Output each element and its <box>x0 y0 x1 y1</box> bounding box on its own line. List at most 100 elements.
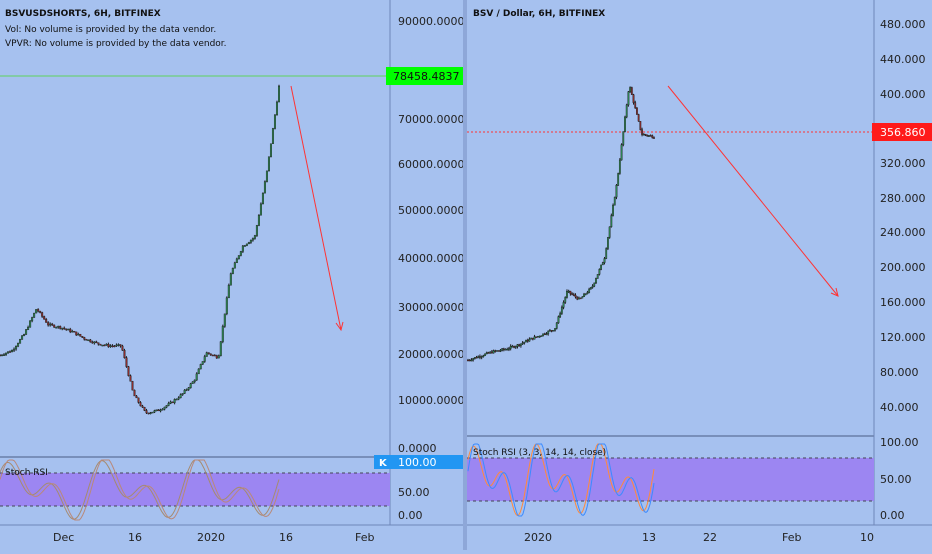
candle <box>506 349 509 351</box>
candle <box>73 331 76 333</box>
candle <box>219 341 222 356</box>
candle <box>589 287 592 290</box>
candle <box>613 196 616 206</box>
candle <box>569 290 572 294</box>
candle <box>111 345 114 347</box>
candle <box>0 354 2 357</box>
right-osc-d-line <box>467 443 655 517</box>
candle <box>562 302 565 308</box>
right-y-axis[interactable]: 480.000 440.000 400.000 320.000 280.000 … <box>880 18 926 414</box>
candle <box>519 343 522 346</box>
candle <box>636 107 638 115</box>
candle <box>504 349 507 351</box>
candle <box>265 170 268 182</box>
right-y-tick: 320.000 <box>880 157 926 170</box>
left-osc-title: Stoch RSI <box>5 468 48 478</box>
right-arrow-head <box>830 287 839 297</box>
candle <box>489 351 492 354</box>
candle <box>141 405 144 408</box>
candle <box>145 410 148 414</box>
candle <box>555 322 558 329</box>
candle <box>61 327 64 330</box>
right-x-tick: Feb <box>782 531 801 544</box>
candle <box>67 328 70 331</box>
candle <box>632 94 635 103</box>
candle <box>275 101 278 116</box>
left-x-tick: 16 <box>279 531 293 544</box>
candle <box>627 91 630 106</box>
right-osc-tick: 100.00 <box>880 436 919 449</box>
right-osc-k-line <box>467 443 655 517</box>
candle <box>516 344 519 347</box>
candle <box>151 411 154 414</box>
candle <box>473 357 476 359</box>
candle <box>508 348 510 350</box>
candle <box>137 397 140 403</box>
left-y-tick: 0.0000 <box>398 442 437 455</box>
right-x-tick: 13 <box>642 531 656 544</box>
candle <box>159 409 162 412</box>
candle <box>487 352 490 354</box>
right-y-tick: 240.000 <box>880 226 926 239</box>
left-y-tick: 70000.0000 <box>398 113 464 126</box>
right-osc-tick: 50.00 <box>880 473 912 486</box>
candle <box>115 344 118 347</box>
candle <box>479 356 481 358</box>
candle <box>203 356 206 362</box>
candle <box>199 364 202 370</box>
candle <box>131 381 134 391</box>
candle <box>564 297 567 303</box>
candle <box>601 262 604 266</box>
left-price-badge <box>386 67 463 85</box>
candle <box>255 225 258 236</box>
candle <box>261 192 264 205</box>
candle <box>195 373 198 381</box>
candle <box>579 297 582 300</box>
left-y-axis[interactable]: 90000.0000 70000.0000 60000.0000 50000.0… <box>398 15 464 455</box>
candle <box>557 316 560 324</box>
candle <box>35 309 38 314</box>
panel-separator <box>463 0 467 550</box>
candle <box>618 159 621 174</box>
right-x-axis[interactable]: 2020 13 22 Feb 10 <box>524 531 874 544</box>
right-x-tick: 22 <box>703 531 717 544</box>
left-osc-k-line <box>0 459 280 521</box>
candle <box>235 258 238 264</box>
candle <box>269 143 272 157</box>
candle <box>523 341 526 344</box>
right-projection-arrow <box>667 85 839 297</box>
candle <box>625 104 628 118</box>
candle <box>620 144 623 161</box>
candle <box>578 297 580 300</box>
candle <box>496 350 498 352</box>
candle <box>47 322 50 326</box>
left-x-tick: Feb <box>355 531 374 544</box>
candle <box>622 131 625 145</box>
candle <box>576 296 579 300</box>
candle <box>596 274 599 279</box>
candle <box>639 121 642 130</box>
candle <box>51 323 54 326</box>
candle <box>123 349 126 358</box>
candle <box>201 361 204 365</box>
candle <box>45 319 48 323</box>
right-x-tick: 10 <box>860 531 874 544</box>
left-arrow-head <box>335 321 344 332</box>
candle <box>147 412 150 415</box>
right-y-tick: 280.000 <box>880 192 926 205</box>
candle <box>113 345 116 348</box>
candle <box>135 395 138 399</box>
candle <box>624 116 626 132</box>
candle <box>552 330 555 332</box>
candle <box>95 341 98 344</box>
candle <box>595 278 597 284</box>
candle <box>559 313 562 317</box>
candle <box>468 359 471 362</box>
left-x-axis[interactable]: Dec 16 2020 16 Feb <box>53 531 374 544</box>
candle <box>501 348 504 351</box>
candle <box>15 345 18 350</box>
right-y-tick: 440.000 <box>880 53 926 66</box>
candle <box>125 357 128 367</box>
candle <box>231 268 234 274</box>
